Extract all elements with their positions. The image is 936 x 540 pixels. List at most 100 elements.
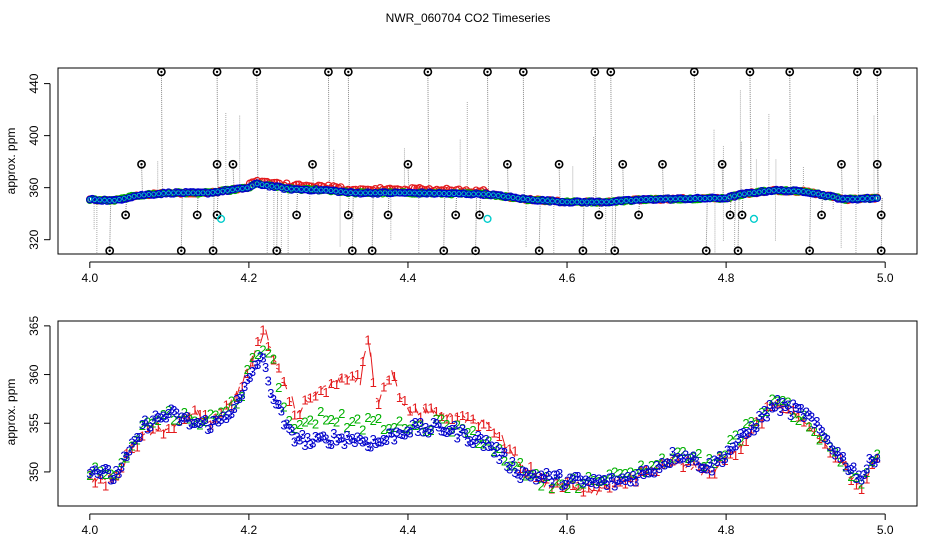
outlier-drop-line (109, 200, 112, 251)
top-cyan-point (815, 191, 821, 197)
series-2-marker: 2 (448, 424, 455, 439)
series-1-marker: 1 (385, 373, 392, 388)
top-cyan-point (318, 187, 324, 193)
outlier-point (212, 159, 222, 169)
outlier-point-center (661, 163, 664, 166)
series1-connector (236, 386, 240, 398)
series-2-marker: 2 (853, 470, 860, 485)
series1-connector (275, 367, 279, 370)
series-1-marker: 1 (548, 482, 555, 497)
series-2-marker: 2 (144, 415, 151, 430)
series-1-marker: 1 (259, 322, 266, 337)
outlier-point (451, 210, 461, 220)
series1-connector (685, 464, 689, 469)
top-cyan-point (185, 190, 191, 196)
top-cyan-point (515, 195, 521, 201)
series-2-marker: 2 (758, 405, 765, 420)
top-cyan-point (343, 189, 349, 195)
outlier-drop-line (212, 192, 215, 251)
series1-connector (386, 379, 390, 381)
top-cyan-point (235, 186, 240, 192)
series1-connector (449, 412, 453, 416)
outlier-point-center (426, 70, 430, 74)
top-series-point (113, 195, 121, 204)
series1-connector (485, 421, 490, 426)
series1-connector (588, 487, 592, 491)
top-cyan-point (781, 188, 787, 194)
series1-connector (737, 443, 742, 449)
series-1-marker: 1 (868, 457, 875, 472)
series1-connector (590, 489, 595, 494)
series-1-marker: 1 (417, 409, 424, 424)
outlier-point (837, 159, 846, 169)
series1-connector (630, 476, 634, 479)
top-cyan-point (609, 199, 614, 205)
series-1-marker: 1 (559, 480, 566, 495)
series-1-marker: 1 (338, 371, 345, 386)
outlier-point-center (140, 163, 143, 166)
series-2-marker: 2 (501, 454, 508, 469)
series1-connector (580, 490, 584, 493)
series-1-marker: 1 (412, 400, 419, 415)
series-2-marker: 2 (574, 481, 581, 496)
outlier-drop-line (141, 164, 144, 196)
top-cyan-point (791, 188, 796, 194)
series1-connector (312, 393, 316, 397)
series1-connector (147, 426, 151, 433)
series1-connector (651, 469, 655, 471)
series1-connector (564, 487, 568, 492)
top-cyan-point (254, 181, 260, 187)
outlier-point (876, 246, 886, 256)
series-1-marker: 1 (438, 409, 445, 424)
outlier-point (308, 159, 317, 169)
series-2-marker: 2 (364, 410, 371, 425)
series1-connector (393, 375, 398, 387)
outlier-point (876, 210, 886, 220)
series1-connector (422, 407, 427, 414)
top-cyan-point (569, 199, 575, 205)
series-1-marker: 1 (212, 411, 219, 426)
series1-connector (441, 413, 445, 417)
top-series-point (856, 194, 864, 203)
top-cyan-point (249, 183, 255, 189)
series-1-marker: 1 (286, 394, 293, 409)
top-cyan-point (279, 185, 285, 191)
series1-connector (824, 443, 828, 448)
series-2-marker: 2 (233, 396, 240, 411)
series-1-marker: 1 (790, 402, 797, 417)
top-series-point (241, 184, 249, 193)
outlier-point (423, 67, 433, 77)
series-2-marker: 2 (695, 446, 702, 461)
top-series-point (492, 191, 500, 199)
series-1-marker: 1 (228, 398, 235, 413)
series1-connector (769, 405, 773, 412)
bottom-x-tick-label: 4.4 (400, 523, 417, 537)
bottom-plot-frame (57, 320, 918, 507)
outlier-point-center (211, 249, 215, 252)
top-cyan-point (796, 188, 801, 194)
series-1-marker: 1 (97, 472, 104, 487)
outlier-point-center (876, 70, 879, 74)
series-1-marker: 1 (233, 390, 240, 405)
series-2-marker: 2 (307, 412, 314, 427)
outlier-drop-line (455, 193, 458, 216)
top-cyan-point (156, 191, 162, 197)
top-cyan-point (313, 187, 319, 193)
outlier-point (347, 246, 357, 256)
series-2-marker: 2 (543, 469, 550, 484)
series-1-marker: 1 (622, 476, 629, 491)
outlier-drop-line (610, 71, 613, 202)
top-cyan-point (215, 189, 221, 195)
outlier-point (737, 210, 747, 220)
series-2-marker: 2 (685, 451, 692, 466)
outlier-drop-line (880, 198, 883, 251)
series-2-marker: 2 (700, 459, 707, 474)
series-1-marker: 1 (128, 441, 135, 456)
series-2-marker: 2 (559, 477, 566, 492)
series1-connector (249, 355, 254, 369)
top-cyan-point (476, 191, 482, 197)
top-cyan-point (732, 193, 737, 199)
series-1-marker: 1 (401, 393, 408, 408)
series1-connector (595, 488, 600, 496)
